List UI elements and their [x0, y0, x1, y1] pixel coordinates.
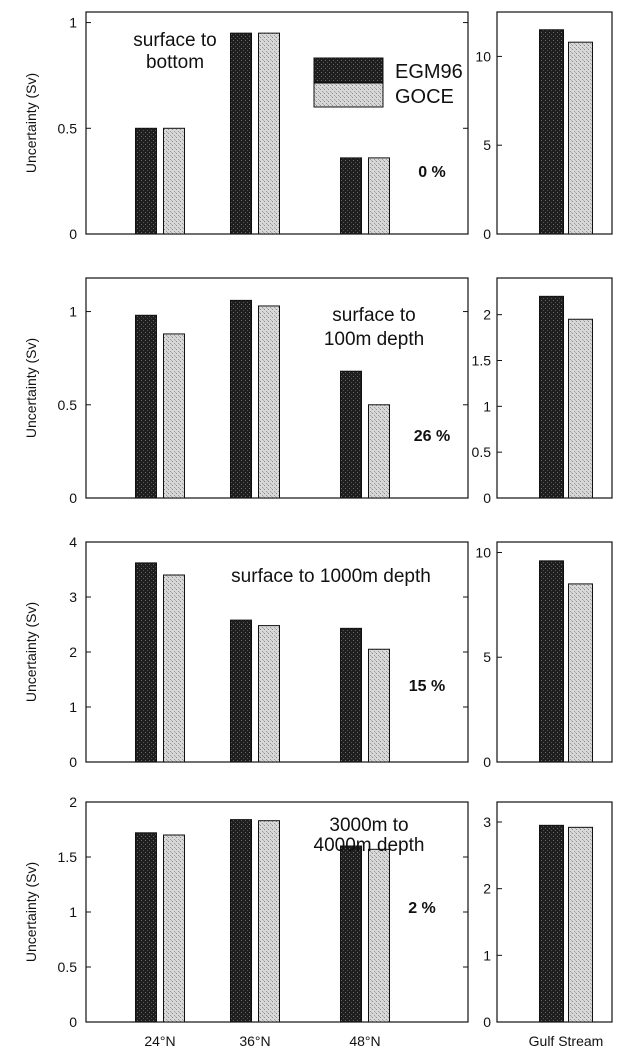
bar-egm96-36N [230, 32, 252, 235]
bar-egm96-gulf-stream [539, 560, 564, 763]
gs-y-tick-label: 1 [483, 947, 491, 963]
gs-y-tick-label: 5 [483, 137, 491, 153]
bar-egm96-48N [340, 370, 362, 499]
legend-swatch-goce [313, 82, 384, 108]
bar-egm96-48N [340, 157, 362, 235]
bar-goce-48N [368, 848, 390, 1023]
bar-egm96-36N [230, 819, 252, 1023]
gs-y-tick-label: 10 [475, 544, 491, 560]
gs-y-tick-label: 3 [483, 814, 491, 830]
gs-y-tick-label: 0.5 [472, 444, 492, 460]
bar-goce-36N [258, 625, 280, 763]
reduction-percent: 26 % [414, 428, 450, 445]
y-tick-label: 1 [69, 904, 77, 920]
bar-egm96-24N [135, 832, 157, 1023]
y-axis-label: Uncertainty (Sv) [23, 602, 39, 702]
y-tick-label: 4 [69, 534, 77, 550]
legend-label-egm96: EGM96 [395, 61, 463, 83]
y-tick-label: 0 [69, 754, 77, 770]
reduction-percent: 2 % [408, 900, 436, 917]
panel-annotation: 3000m to [329, 815, 408, 836]
y-tick-label: 0.5 [58, 120, 78, 136]
bar-egm96-24N [135, 314, 157, 499]
bar-goce-36N [258, 305, 280, 499]
bar-goce-36N [258, 820, 280, 1023]
bar-goce-gulf-stream [568, 318, 593, 499]
y-tick-label: 0 [69, 490, 77, 506]
bar-egm96-36N [230, 299, 252, 499]
bar-goce-24N [163, 574, 185, 763]
gs-y-tick-label: 2 [483, 307, 491, 323]
bar-goce-24N [163, 333, 185, 499]
bar-egm96-gulf-stream [539, 824, 564, 1023]
y-axis-label: Uncertainty (Sv) [23, 338, 39, 438]
legend-swatch-egm96 [313, 57, 384, 83]
panel-2: 0 0.5 1 Uncertainty (Sv) surface to 100m dept… [23, 277, 613, 506]
y-tick-label: 1.5 [58, 849, 78, 865]
bar-egm96-48N [340, 627, 362, 763]
y-axis-label: Uncertainty (Sv) [23, 862, 39, 962]
y-tick-label: 1 [69, 304, 77, 320]
panel-3: 0 1 2 3 4 Uncertainty (Sv) surface to 1000m de… [23, 534, 613, 770]
gs-y-tick-label: 0 [483, 226, 491, 242]
panel-annotation: 4000m depth [314, 835, 425, 856]
y-tick-label: 1 [69, 699, 77, 715]
bar-goce-24N [163, 834, 185, 1023]
bar-goce-gulf-stream [568, 583, 593, 763]
bar-egm96-gulf-stream [539, 295, 564, 499]
y-tick-label: 0.5 [58, 959, 78, 975]
x-tick-label-gulf-stream: Gulf Stream [529, 1033, 604, 1049]
reduction-percent: 0 % [418, 164, 446, 181]
bar-goce-48N [368, 404, 390, 499]
y-tick-label: 3 [69, 589, 77, 605]
legend-label-goce: GOCE [395, 86, 454, 108]
y-tick-label: 2 [69, 794, 77, 810]
gs-y-tick-label: 0 [483, 490, 491, 506]
panel-annotation: 100m depth [324, 329, 424, 350]
reduction-percent: 15 % [409, 678, 445, 695]
y-tick-label: 0 [69, 226, 77, 242]
bar-goce-36N [258, 32, 280, 235]
bar-egm96-36N [230, 619, 252, 763]
bar-egm96-24N [135, 562, 157, 763]
gs-y-tick-label: 5 [483, 649, 491, 665]
x-tick-label-48N: 48°N [349, 1033, 380, 1049]
y-tick-label: 2 [69, 644, 77, 660]
y-tick-label: 0 [69, 1014, 77, 1030]
panel-annotation: surface to 1000m depth [231, 566, 431, 587]
y-axis-label: Uncertainty (Sv) [23, 73, 39, 173]
y-tick-label: 0.5 [58, 397, 78, 413]
panel-annotation: surface to [133, 30, 216, 51]
bar-goce-24N [163, 127, 185, 235]
gs-y-tick-label: 0 [483, 754, 491, 770]
gs-y-tick-label: 2 [483, 881, 491, 897]
bar-goce-48N [368, 157, 390, 235]
bar-egm96-24N [135, 127, 157, 235]
panel-annotation: surface to [332, 305, 415, 326]
y-tick-label: 1 [69, 15, 77, 31]
bar-goce-gulf-stream [568, 41, 593, 235]
panel-annotation: bottom [146, 52, 204, 73]
legend: EGM96 GOCE [313, 57, 463, 108]
x-tick-label-36N: 36°N [239, 1033, 270, 1049]
bar-egm96-48N [340, 845, 362, 1023]
gs-y-tick-label: 0 [483, 1014, 491, 1030]
bar-egm96-gulf-stream [539, 29, 564, 235]
bar-goce-gulf-stream [568, 826, 593, 1023]
x-tick-label-24N: 24°N [144, 1033, 175, 1049]
gs-y-tick-label: 1 [483, 398, 491, 414]
gs-y-tick-label: 10 [475, 48, 491, 64]
bar-goce-48N [368, 648, 390, 763]
gs-y-tick-label: 1.5 [472, 353, 492, 369]
